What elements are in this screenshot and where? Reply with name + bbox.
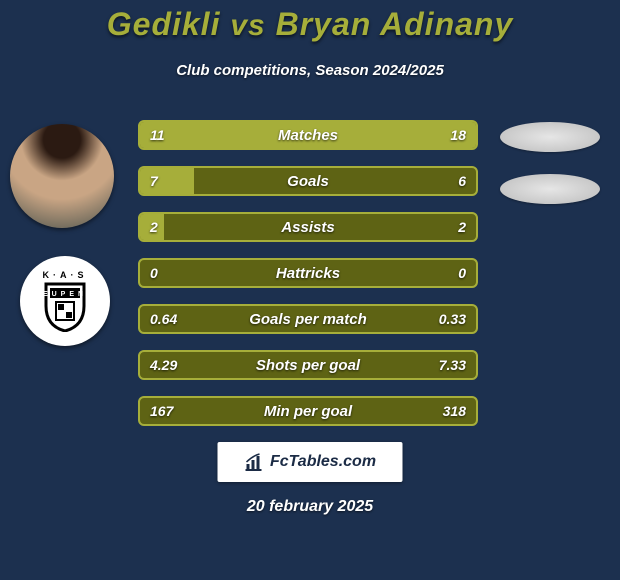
- stat-row: 76Goals: [138, 166, 478, 196]
- club-shield-icon: EUPEN: [44, 282, 86, 332]
- stat-row: 0 0Hattricks: [138, 258, 478, 288]
- stat-fill-left: [140, 168, 194, 194]
- stat-row: 167 318Min per goal: [138, 396, 478, 426]
- player2-name: Bryan Adinany: [276, 6, 514, 42]
- stat-value-right: 318: [443, 398, 466, 424]
- stat-value-right: 6: [458, 168, 466, 194]
- stat-value-left: 167: [150, 398, 173, 424]
- stat-fill-left: [140, 122, 268, 148]
- stat-row: 22Assists: [138, 212, 478, 242]
- brand-text: FcTables.com: [270, 453, 376, 471]
- club-sub-label: EUPEN: [44, 291, 86, 298]
- stat-fill-right: [268, 122, 476, 148]
- stat-value-right: 2: [458, 214, 466, 240]
- stat-row: 1118Matches: [138, 120, 478, 150]
- stat-fill-left: [140, 214, 164, 240]
- stat-label: Goals per match: [140, 306, 476, 332]
- club-name: K·A·S: [43, 270, 88, 280]
- stat-row: 0.64 0.33Goals per match: [138, 304, 478, 334]
- date-label: 20 february 2025: [0, 498, 620, 516]
- page-title: Gedikli vs Bryan Adinany: [0, 6, 620, 43]
- player1-avatar: [10, 124, 114, 228]
- stat-row: 4.29 7.33Shots per goal: [138, 350, 478, 380]
- player2-club-placeholder: [500, 174, 600, 204]
- stat-value-right: 0: [458, 260, 466, 286]
- stat-label: Assists: [140, 214, 476, 240]
- stat-label: Hattricks: [140, 260, 476, 286]
- stat-label: Min per goal: [140, 398, 476, 424]
- stats-bars: 1118Matches 76Goals 22Assists 0 0Hattricks 0.…: [138, 120, 478, 442]
- player1-club-badge: K·A·S EUPEN: [20, 256, 110, 346]
- stat-value-left: 4.29: [150, 352, 177, 378]
- stat-value-right: 7.33: [439, 352, 466, 378]
- bar-chart-icon: [244, 452, 264, 472]
- player1-name: Gedikli: [107, 6, 221, 42]
- player2-avatar-placeholder: [500, 122, 600, 152]
- brand-logo: FcTables.com: [218, 442, 403, 482]
- stat-value-right: 0.33: [439, 306, 466, 332]
- stat-label: Shots per goal: [140, 352, 476, 378]
- subtitle: Club competitions, Season 2024/2025: [0, 62, 620, 79]
- vs-label: vs: [230, 9, 265, 42]
- stat-value-left: 0: [150, 260, 158, 286]
- stat-value-left: 0.64: [150, 306, 177, 332]
